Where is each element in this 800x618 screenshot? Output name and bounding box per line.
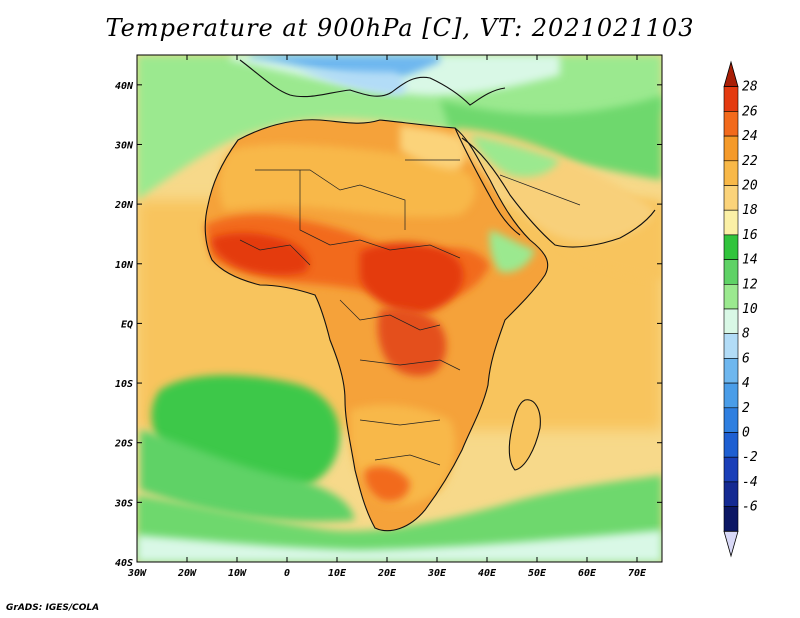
map-plot-area (137, 55, 662, 562)
x-tick-label: 50E (528, 568, 547, 579)
x-tick-label: 40E (478, 568, 497, 579)
border-line (339, 299, 441, 331)
colorbar-swatch (723, 283, 739, 310)
colorbar-swatch (723, 209, 739, 236)
x-tick-label: 20W (177, 568, 197, 579)
x-tick-label: 20E (377, 568, 397, 579)
colorbar-label: 10 (742, 302, 758, 317)
y-tick-label: 20N (114, 200, 134, 211)
border-line (299, 170, 361, 246)
grads-credit: GrADS: IGES/COLA (6, 603, 100, 613)
colorbar-swatch (723, 160, 739, 186)
colorbar-label: 20 (742, 179, 758, 194)
border-line (359, 359, 461, 371)
x-tick-label: 60E (578, 568, 597, 579)
axis-ticks: 30W 20W 10W 0 10E 20E 30E 40E 50E 60E 70E 40N 30N 20N… (114, 55, 662, 579)
west-africa-hottest (211, 232, 309, 276)
north-atlantic-cool (137, 55, 662, 200)
colorbar-label: 14 (742, 253, 758, 268)
y-tick-label: 20S (114, 439, 133, 450)
colorbar-swatch (723, 432, 739, 458)
y-tick-label: 40S (115, 558, 133, 569)
kalahari-hot (364, 466, 410, 502)
x-tick-label: 10E (328, 568, 347, 579)
border-line (359, 419, 441, 426)
congo-hot (377, 308, 447, 376)
colorbar-swatch (723, 333, 739, 359)
colorbar-swatch (723, 407, 739, 433)
border-line (374, 454, 441, 466)
colorbar-swatch (723, 481, 739, 507)
coastlines (204, 59, 656, 532)
europe-coastline (239, 59, 506, 106)
x-tick-label: 0 (284, 568, 290, 579)
madagascar-coastline (508, 399, 541, 471)
colorbar-swatch (723, 185, 739, 211)
colorbar-label: 12 (742, 277, 758, 292)
colorbar-swatch (723, 506, 739, 532)
colorbar-bottom-triangle (723, 530, 739, 558)
colorbar-label: 24 (742, 129, 758, 144)
colorbar-swatch (723, 308, 739, 335)
border-line (255, 169, 406, 230)
x-tick-label: 70E (628, 568, 647, 579)
country-borders (239, 159, 581, 466)
x-tick-label: 30W (127, 568, 147, 579)
middle-east-green (440, 95, 662, 180)
colorbar-label: 16 (742, 228, 758, 243)
colorbar-label: 4 (742, 376, 750, 391)
madagascar-land (509, 399, 541, 470)
colorbar-swatch (723, 111, 739, 137)
colorbar-label: 26 (742, 104, 758, 119)
x-tick-label: 10W (228, 568, 247, 579)
y-tick-label: EQ (121, 319, 133, 330)
map-title: Temperature at 900hPa [C], VT: 202102110… (105, 14, 695, 42)
arabia-cool (470, 135, 560, 177)
sahara-warm (218, 144, 476, 218)
colorbar-label: 6 (742, 351, 750, 366)
colorbar-swatch (723, 358, 739, 384)
colorbar-label: -4 (742, 475, 758, 490)
colorbar-label: 18 (742, 203, 758, 218)
colorbar-label: 0 (742, 426, 750, 441)
border-line (239, 239, 311, 266)
border-line (499, 174, 581, 206)
colorbar-swatch (723, 86, 739, 112)
x-tick-label: 30E (427, 568, 447, 579)
colorbar-label: 28 (742, 80, 758, 95)
arabia-coastline (461, 137, 656, 248)
border-line (359, 239, 461, 259)
y-tick-label: 10S (115, 379, 133, 390)
southern-ocean-pale (137, 530, 662, 562)
central-africa-hottest (360, 242, 464, 315)
colorbar-top-triangle (723, 60, 739, 88)
europe-light-blue (300, 70, 406, 95)
y-tick-label: 10N (115, 260, 134, 271)
red-sea-coast (454, 127, 521, 236)
colorbar-label: 8 (742, 327, 750, 342)
horn-cool (489, 230, 535, 273)
colorbar-swatch (723, 259, 739, 285)
colorbar-label: 2 (742, 401, 750, 416)
colorbar-label: 22 (742, 154, 758, 169)
colorbar-swatch (723, 135, 739, 162)
south-atlantic-cool-edge (140, 430, 355, 522)
colorbar-swatch (723, 456, 739, 483)
y-tick-label: 30S (114, 498, 133, 509)
plot-frame (136, 54, 663, 563)
southern-ocean-green (137, 475, 662, 562)
colorbar-swatch (723, 382, 739, 409)
colorbar-swatch (723, 234, 739, 260)
y-tick-label: 30N (114, 140, 134, 151)
colorbar-label: -2 (742, 450, 758, 465)
colorbar-label: -6 (742, 500, 758, 515)
egypt-cool (400, 125, 467, 170)
y-tick-label: 40N (115, 81, 134, 92)
